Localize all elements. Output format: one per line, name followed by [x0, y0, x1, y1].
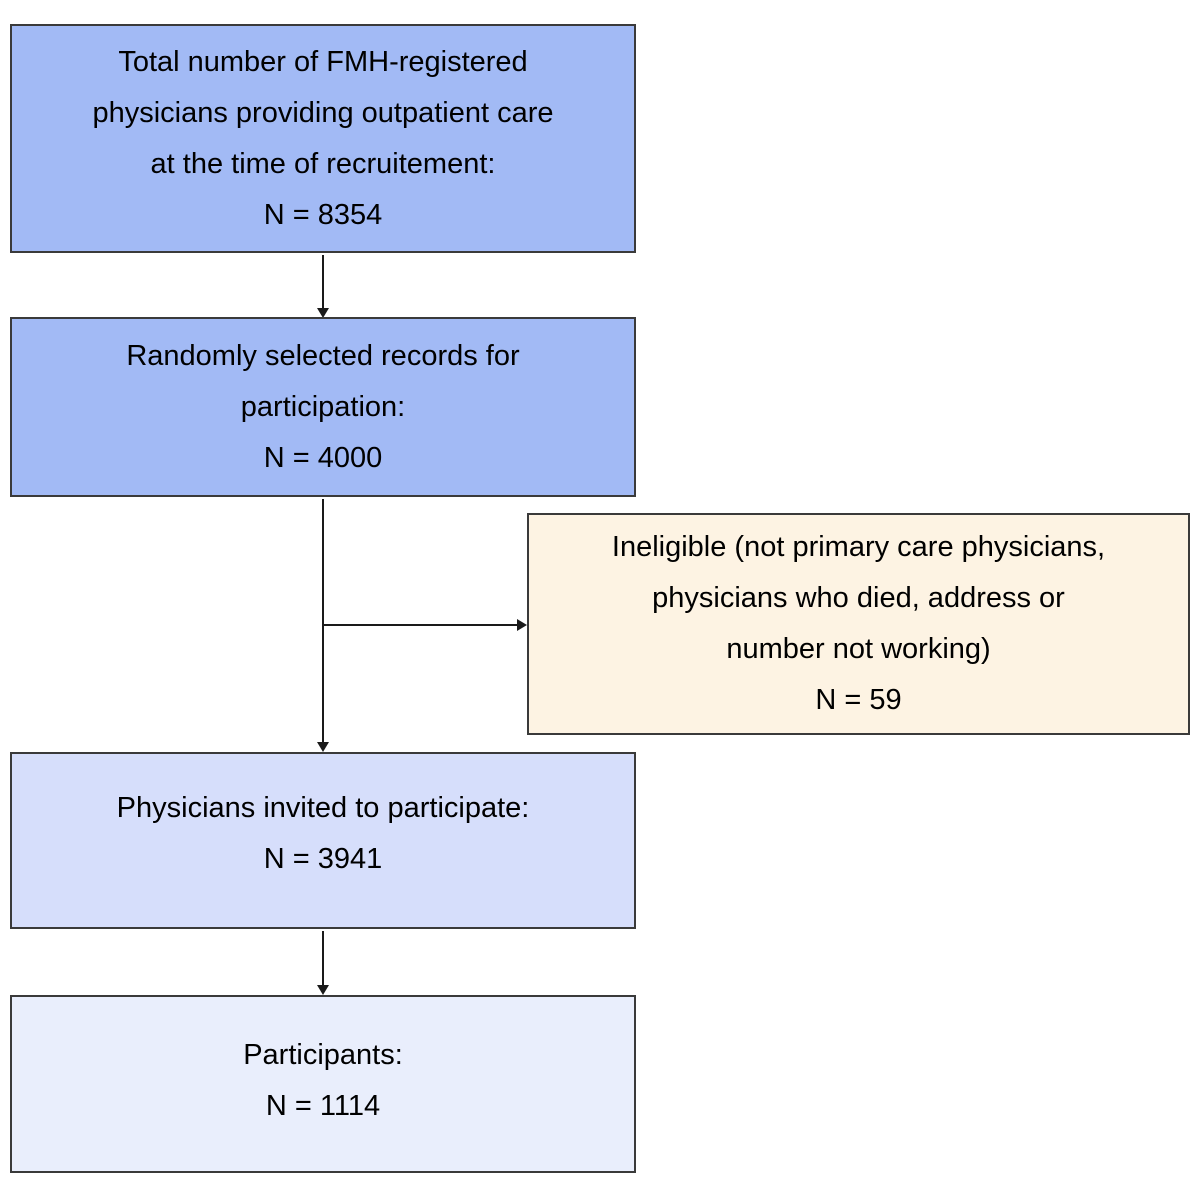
arrow-total-to-selected-line [322, 255, 324, 309]
box-ineligible-line-3: number not working) [726, 633, 991, 665]
box-total-line-1: Total number of FMH-registered [118, 45, 528, 78]
box-ineligible-line-1: Ineligible (not primary care physicians, [611, 531, 1106, 563]
box-selected-line-1: Randomly selected records for [126, 339, 520, 372]
box-selected-line-2: participation: [240, 390, 406, 423]
arrowhead-down-icon [317, 308, 329, 318]
box-ineligible-line-2: physicians who died, address or [652, 582, 1065, 614]
box-ineligible-n-value: N = 59 [815, 684, 902, 716]
box-participants-line-1: Participants: [243, 1039, 403, 1071]
box-randomly-selected: Randomly selected records for participat… [10, 317, 636, 497]
arrowhead-right-icon [517, 619, 527, 631]
box-invited: Physicians invited to participate: N = 3… [10, 752, 636, 929]
box-total-registered: Total number of FMH-registered physician… [10, 24, 636, 253]
box-selected-n-value: N = 4000 [263, 441, 383, 474]
arrowhead-down-icon [317, 742, 329, 752]
arrow-invited-to-participants-line [322, 931, 324, 986]
box-invited-line-1: Physicians invited to participate: [116, 791, 530, 824]
box-invited-n-value: N = 3941 [263, 842, 383, 875]
box-total-n-value: N = 8354 [263, 198, 383, 231]
arrow-branch-to-ineligible-line [323, 624, 518, 626]
box-participants: Participants: N = 1114 [10, 995, 636, 1173]
box-participants-n-value: N = 1114 [265, 1090, 381, 1122]
box-total-line-2: physicians providing outpatient care [92, 96, 554, 129]
arrow-selected-to-invited-line [322, 499, 324, 743]
box-ineligible: Ineligible (not primary care physicians,… [527, 513, 1190, 735]
arrowhead-down-icon [317, 985, 329, 995]
box-total-line-3: at the time of recruitement: [150, 147, 496, 180]
